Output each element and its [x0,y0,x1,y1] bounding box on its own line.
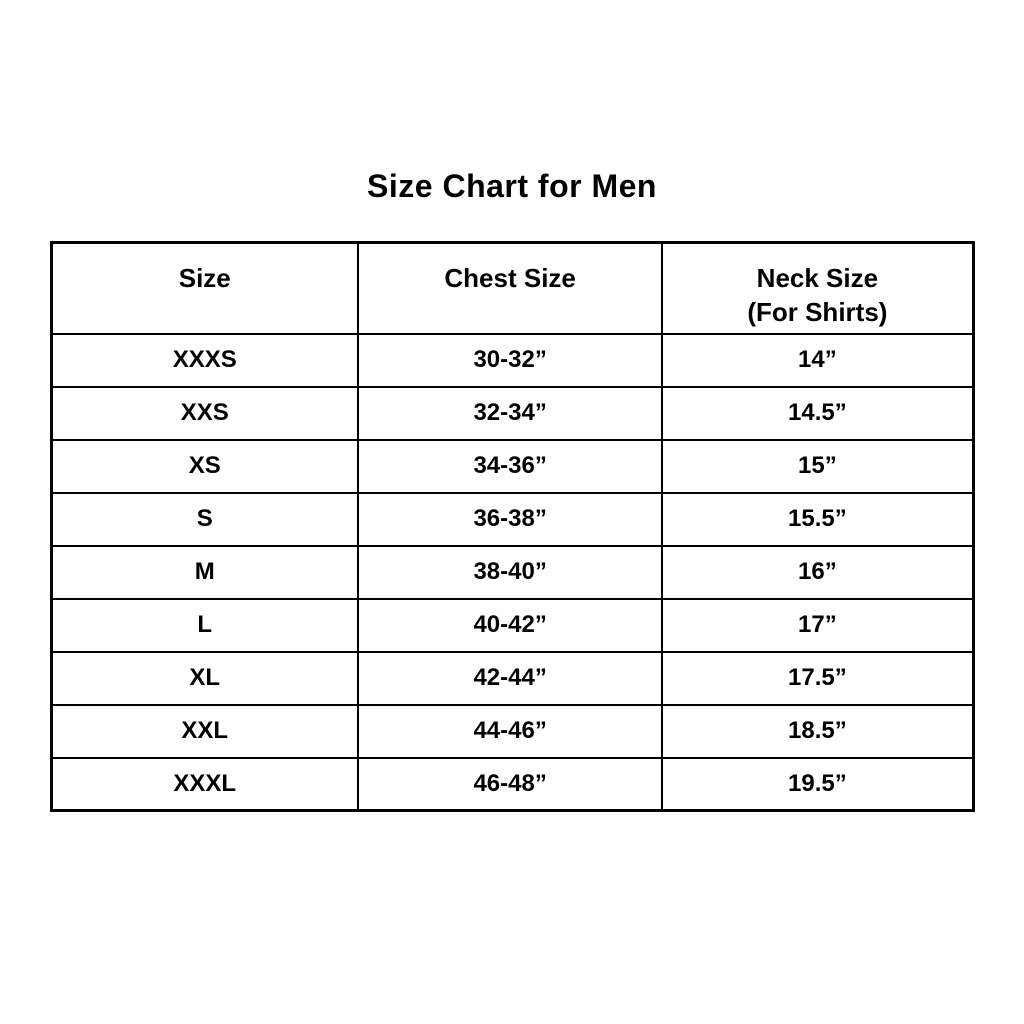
table-row: XL 42-44” 17.5” [49,650,974,706]
cell-size: XL [49,650,360,706]
cell-chest-size: 32-34” [357,385,664,441]
cell-chest-size: 34-36” [357,438,664,494]
table-row: XS 34-36” 15” [49,438,974,494]
cell-neck-size: 15” [661,438,974,494]
cell-chest-size: 40-42” [357,597,664,653]
table-header-row: Size Chest Size Neck Size (For Shirts) [49,241,974,335]
cell-size: XXXL [49,756,360,812]
cell-size: XXXS [49,332,360,388]
cell-chest-size: 44-46” [357,703,664,759]
cell-chest-size: 42-44” [357,650,664,706]
table-row: S 36-38” 15.5” [49,491,974,547]
table-row: XXS 32-34” 14.5” [49,385,974,441]
cell-neck-size: 17” [661,597,974,653]
size-chart-table: Size Chest Size Neck Size (For Shirts) X… [49,241,975,812]
column-header-neck-size: Neck Size (For Shirts) [661,241,974,335]
cell-neck-size: 18.5” [661,703,974,759]
cell-neck-size: 14” [661,332,974,388]
column-header-label: Neck Size [756,263,879,293]
cell-size: M [49,544,360,600]
column-header-label: Chest Size [444,263,576,293]
table-row: L 40-42” 17” [49,597,974,653]
cell-neck-size: 19.5” [661,756,974,812]
cell-chest-size: 36-38” [357,491,664,547]
table-row: XXL 44-46” 18.5” [49,703,974,759]
cell-size: S [49,491,360,547]
cell-neck-size: 17.5” [661,650,974,706]
page-title: Size Chart for Men [367,168,657,204]
column-header-sublabel: (For Shirts) [747,297,888,327]
cell-size: XXS [49,385,360,441]
cell-size: L [49,597,360,653]
table-row: M 38-40” 16” [49,544,974,600]
cell-size: XXL [49,703,360,759]
cell-neck-size: 14.5” [661,385,974,441]
column-header-size: Size [49,241,360,335]
cell-chest-size: 46-48” [357,756,664,812]
column-header-label: Size [178,263,231,293]
cell-neck-size: 16” [661,544,974,600]
table-row: XXXL 46-48” 19.5” [49,756,974,812]
table-row: XXXS 30-32” 14” [49,332,974,388]
cell-neck-size: 15.5” [661,491,974,547]
cell-size: XS [49,438,360,494]
cell-chest-size: 30-32” [357,332,664,388]
column-header-chest-size: Chest Size [357,241,664,335]
cell-chest-size: 38-40” [357,544,664,600]
